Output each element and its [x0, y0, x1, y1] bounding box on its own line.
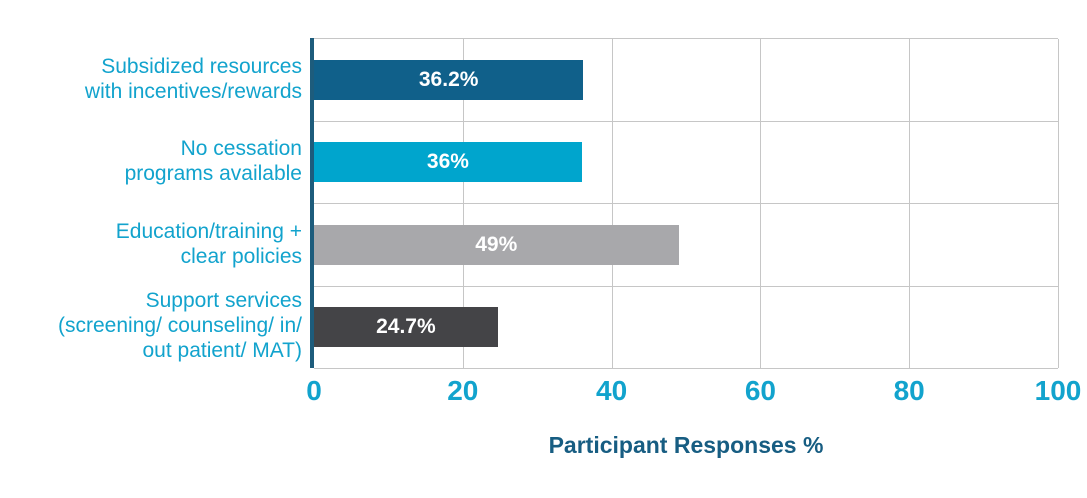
bar-row: 24.7%	[314, 287, 1058, 369]
bar-row: 36%	[314, 122, 1058, 204]
category-axis: Subsidized resources with incentives/rew…	[0, 38, 302, 367]
x-tick-label: 80	[893, 375, 925, 406]
x-tick-label: 60	[744, 375, 776, 406]
bar-value-label: 36%	[426, 150, 469, 174]
bar-row: 36.2%	[314, 39, 1058, 122]
bar-value-label: 24.7%	[376, 315, 436, 339]
category-label-education-training: Education/training + clear policies	[115, 219, 302, 268]
bar-value-label: 49%	[475, 232, 518, 256]
x-axis-title: Participant Responses %	[548, 432, 824, 458]
plot-area: 36.2% 36% 49% 24.7%	[314, 38, 1059, 369]
x-tick-label: 20	[447, 375, 479, 406]
bar-no-cessation-programs: 36%	[314, 142, 582, 183]
category-label-no-cessation-programs: No cessation programs available	[124, 137, 302, 186]
category-label-subsidized-resources: Subsidized resources with incentives/rew…	[84, 55, 302, 104]
gridline	[1058, 39, 1059, 368]
y-axis-line	[310, 38, 314, 368]
bar-subsidized-resources: 36.2%	[314, 59, 584, 100]
x-tick-label: 0	[306, 375, 322, 406]
bar-education-training: 49%	[314, 224, 679, 265]
bar-value-label: 36.2%	[418, 67, 479, 91]
bar-support-services: 24.7%	[314, 307, 498, 348]
x-tick-label: 100	[1034, 375, 1082, 406]
bar-row: 49%	[314, 204, 1058, 287]
category-label-support-services: Support services (screening/ counseling/…	[58, 289, 302, 363]
x-tick-label: 40	[596, 375, 628, 406]
